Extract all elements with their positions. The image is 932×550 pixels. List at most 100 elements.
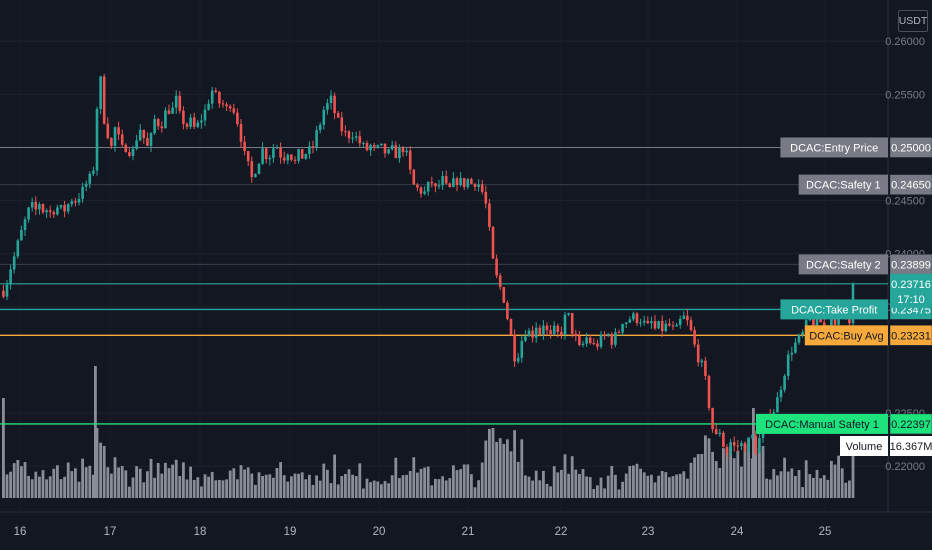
time-tick-label: 22 — [555, 526, 568, 538]
volume-bar — [516, 461, 520, 498]
candle-body — [282, 157, 286, 161]
level-safety-1-name-text: DCAC:Safety 1 — [806, 180, 881, 192]
candle-body — [286, 154, 290, 161]
volume-bar — [786, 471, 790, 498]
candle-body — [426, 181, 430, 192]
time-tick-label: 18 — [194, 526, 207, 538]
candle-body — [30, 201, 34, 208]
candle-body — [390, 145, 394, 150]
candle-body — [819, 317, 822, 323]
candle-body — [833, 316, 837, 325]
volume-bar — [412, 457, 416, 498]
volume-bar — [228, 470, 232, 498]
candle-body — [52, 212, 56, 215]
volume-bar — [657, 475, 660, 498]
volume-bar — [624, 473, 628, 498]
volume-bar — [578, 473, 581, 498]
candle-body — [696, 344, 700, 363]
volume-bar — [779, 471, 783, 498]
volume-bar — [236, 479, 239, 498]
level-safety-2-name-text: DCAC:Safety 2 — [806, 259, 881, 271]
volume-bar — [495, 441, 498, 498]
volume-bar — [5, 474, 9, 498]
level-manual-safety-1-name-box — [756, 413, 888, 434]
volume-bar — [477, 480, 480, 498]
candle-body — [5, 284, 9, 297]
level-entry-price-name-text: DCAC:Entry Price — [790, 142, 878, 154]
candle-body — [545, 325, 549, 331]
volume-bar — [588, 477, 592, 498]
volume-bar — [333, 454, 336, 498]
volume-bar — [552, 466, 556, 498]
volume-bar — [660, 470, 664, 498]
volume-bar — [369, 482, 372, 498]
time-axis[interactable]: 16 17 18 19 20 21 22 23 24 25 — [14, 526, 832, 538]
candle-body — [275, 147, 279, 149]
volume-bar — [704, 435, 707, 498]
volume-bar — [714, 461, 718, 498]
candle-body — [797, 334, 801, 343]
volume-bar — [639, 468, 642, 498]
volume-bar — [833, 464, 837, 498]
level-lines — [0, 146, 888, 425]
candle-body — [45, 210, 48, 213]
candle-body — [358, 136, 362, 144]
candle-body — [466, 179, 470, 188]
volume-bar — [628, 466, 632, 498]
candle-body — [164, 110, 167, 129]
candle-body — [495, 258, 498, 276]
level-entry-price-price-text: 0.25000 — [891, 142, 931, 154]
volume-bar — [711, 451, 714, 498]
volume-bar — [282, 475, 286, 498]
candle-body — [642, 320, 646, 323]
volume-bar — [480, 462, 484, 498]
volume-bar — [52, 468, 56, 498]
volume-bar — [88, 465, 92, 498]
candle-body — [257, 163, 261, 175]
volume-name-text: Volume — [846, 441, 883, 453]
candle-body — [657, 320, 660, 329]
volume-bar — [470, 474, 473, 498]
candle-body — [322, 109, 326, 125]
volume-bar — [182, 462, 185, 498]
currency-button[interactable]: USDT — [898, 10, 928, 32]
candle-body — [369, 145, 372, 151]
volume-bar — [142, 482, 146, 498]
volume-bar — [718, 467, 722, 498]
volume-bar — [261, 475, 264, 498]
volume-bar — [84, 467, 88, 498]
volume-bar — [819, 478, 822, 498]
candle-body — [736, 445, 740, 447]
candle-body — [614, 332, 617, 345]
candle-body — [693, 330, 696, 345]
candle-body — [509, 319, 513, 335]
price-tick-label: 0.24500 — [885, 196, 925, 208]
volume-bar — [642, 472, 646, 498]
candle-body — [822, 322, 826, 327]
volume-bar — [272, 477, 275, 498]
level-safety-1-price-box — [889, 174, 932, 195]
volume-bar — [308, 474, 311, 498]
candle-body — [20, 229, 23, 241]
volume-bar — [462, 464, 466, 498]
volume-bar — [387, 483, 390, 498]
candle-body — [34, 201, 38, 210]
time-tick-label: 20 — [373, 526, 386, 538]
candle-body — [632, 313, 635, 320]
candle-body — [261, 148, 264, 164]
volume-bar — [700, 453, 704, 498]
level-manual-safety-1-price-box — [889, 413, 932, 435]
candle-body — [300, 149, 304, 159]
volume-bar — [59, 479, 63, 498]
volume-bar — [538, 480, 542, 498]
candle-body — [783, 375, 786, 390]
volume-bar — [286, 481, 290, 498]
candle-body — [714, 429, 718, 435]
candle-body — [531, 330, 534, 338]
candle-body — [520, 340, 524, 358]
candle-body — [380, 143, 383, 146]
volume-bar — [606, 475, 610, 498]
volume-bar — [95, 428, 99, 498]
candle-body — [606, 333, 610, 336]
